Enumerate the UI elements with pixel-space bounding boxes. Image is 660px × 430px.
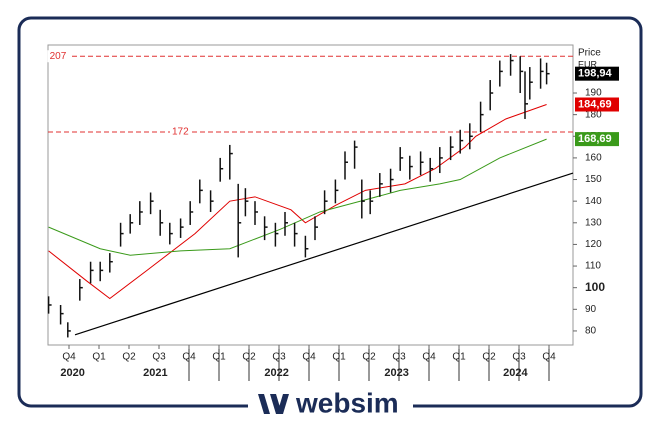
x-tick-label: Q2 (122, 352, 136, 363)
trend-line (74, 172, 574, 336)
level-label: 207 (50, 51, 67, 62)
moving-average (48, 104, 547, 300)
x-tick-label: Q4 (62, 352, 76, 363)
year-label: 2022 (264, 367, 288, 379)
y-tick-label: 120 (585, 239, 602, 250)
year-label: 2024 (503, 367, 528, 379)
last-value-box (575, 66, 619, 81)
brand: websim (295, 387, 399, 418)
y-tick-label: 190 (585, 88, 602, 99)
y-tick-label: 90 (585, 304, 597, 315)
x-tick-label: Q3 (152, 352, 166, 363)
y-tick-label: 150 (585, 174, 602, 185)
y-tick-label: 100 (585, 280, 605, 294)
year-label: 2023 (384, 367, 408, 379)
plot-area (47, 44, 574, 346)
last-value-label: 184,69 (578, 98, 612, 110)
level-label-bg (47, 50, 70, 63)
y-tick-label: 110 (585, 261, 601, 272)
unit: EUR (578, 59, 598, 69)
logo-icon (258, 394, 289, 414)
y-tick-label: 180 (585, 109, 602, 120)
y-tick-label: 140 (585, 196, 602, 207)
level-label-bg (170, 125, 192, 138)
y-tick-label: 160 (585, 153, 602, 164)
level-label: 172 (172, 127, 189, 138)
last-value-box (575, 132, 619, 147)
moving-average (48, 138, 547, 256)
y-label: Price (578, 48, 601, 59)
y-tick-label: 130 (585, 217, 602, 228)
x-tick-label: Q1 (92, 352, 106, 363)
last-value-label: 198,94 (578, 68, 613, 80)
year-label: 2021 (143, 367, 167, 379)
last-value-label: 168,69 (578, 133, 612, 145)
year-label: 2020 (60, 367, 84, 379)
y-tick-label: 80 (585, 326, 597, 337)
last-value-box (575, 97, 619, 112)
